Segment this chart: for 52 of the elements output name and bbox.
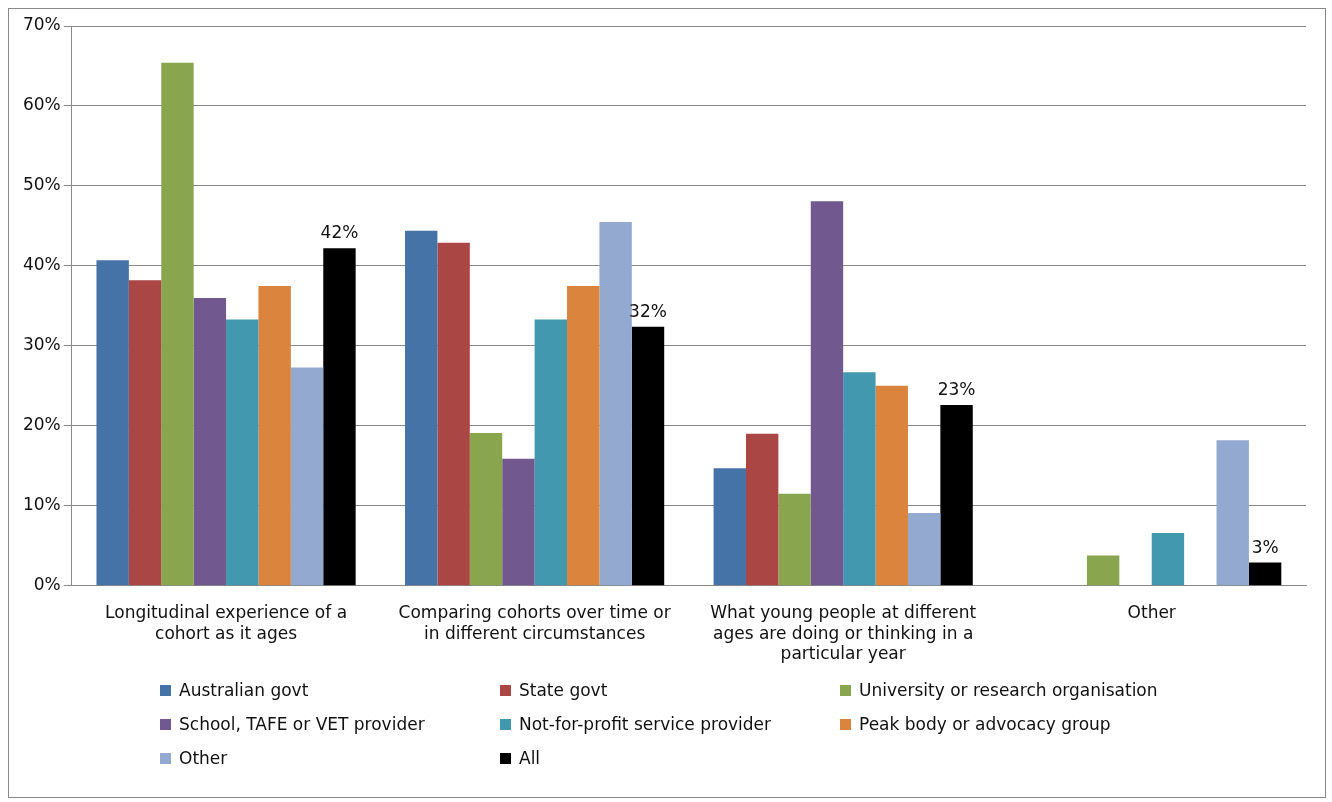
bar xyxy=(745,433,779,586)
legend-label: State govt xyxy=(519,680,608,700)
bar xyxy=(96,260,129,586)
y-tick-label: 30% xyxy=(22,334,61,355)
bar xyxy=(907,513,941,586)
bar xyxy=(1248,562,1282,586)
legend-label: Peak body or advocacy group xyxy=(859,714,1111,734)
x-tick-label: What young people at different ages are doing or thinking in a particular year xyxy=(710,602,977,664)
legend-label: University or research organisation xyxy=(859,680,1158,700)
x-tick-label: Longitudinal experience of a cohort as it ages xyxy=(105,602,348,643)
y-tick-label: 50% xyxy=(22,174,61,195)
x-tick-label: Other xyxy=(1127,602,1176,623)
bar xyxy=(290,367,324,586)
bar xyxy=(843,372,876,586)
bar xyxy=(713,468,746,586)
legend-label: Not-for-profit service provider xyxy=(519,714,772,734)
y-tick-label: 0% xyxy=(33,574,61,595)
bar xyxy=(631,326,665,586)
bar xyxy=(193,297,227,586)
legend-label: All xyxy=(519,748,541,768)
legend-label: Other xyxy=(179,748,228,768)
y-tick-label: 20% xyxy=(22,414,61,435)
bar xyxy=(258,285,291,586)
legend-label: School, TAFE or VET provider xyxy=(179,714,425,734)
bar xyxy=(599,221,632,586)
y-tick-label: 70% xyxy=(22,14,61,35)
bar xyxy=(875,385,908,586)
legend-label: Australian govt xyxy=(179,680,309,700)
bar xyxy=(405,230,438,586)
data-label: 32% xyxy=(629,300,667,321)
bar xyxy=(226,319,259,586)
y-tick-label: 10% xyxy=(22,494,61,515)
bar xyxy=(940,405,973,586)
bar xyxy=(161,62,194,586)
bar xyxy=(437,242,470,586)
bar xyxy=(1086,555,1120,586)
bar xyxy=(1151,533,1185,586)
bar xyxy=(810,201,844,586)
x-tick-label: Comparing cohorts over time or in different circumstances xyxy=(398,602,671,643)
bar xyxy=(128,280,162,586)
bar xyxy=(534,319,568,586)
bar xyxy=(1216,440,1249,586)
bar xyxy=(502,458,535,586)
y-tick-label: 40% xyxy=(22,254,61,275)
data-label: 23% xyxy=(937,378,976,399)
bar xyxy=(469,433,503,586)
data-label: 42% xyxy=(320,222,359,243)
data-label: 3% xyxy=(1251,536,1279,557)
bar xyxy=(567,285,600,586)
y-tick-label: 60% xyxy=(22,94,61,115)
bar xyxy=(323,248,356,586)
bar xyxy=(778,493,811,586)
